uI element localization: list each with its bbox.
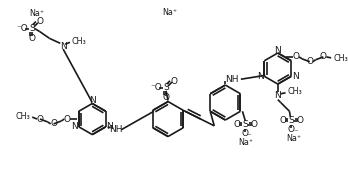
Text: S: S [243,120,248,129]
Text: O: O [37,115,44,124]
Text: O: O [171,77,177,86]
Text: N: N [89,96,96,105]
Text: O: O [279,116,286,125]
Text: ⁻: ⁻ [247,132,252,141]
Text: NH: NH [109,125,122,134]
Text: CH₃: CH₃ [72,37,87,46]
Text: S: S [29,24,35,33]
Text: ⁻: ⁻ [293,128,298,137]
Text: N: N [275,45,281,54]
Text: ⁻O: ⁻O [16,24,28,33]
Text: N: N [257,72,264,81]
Text: O: O [29,34,35,43]
Text: O: O [233,120,240,129]
Text: O: O [293,52,300,61]
Text: O: O [251,120,258,129]
Text: O: O [296,116,304,125]
Text: O: O [163,93,169,102]
Text: CH₃: CH₃ [333,54,348,63]
Text: S: S [288,116,294,125]
Text: CH₃: CH₃ [287,87,302,96]
Text: O: O [36,17,43,26]
Text: N: N [275,91,281,100]
Text: O: O [288,125,295,134]
Text: N: N [72,122,78,131]
Text: N: N [106,122,113,131]
Text: N: N [60,42,66,51]
Text: S: S [163,83,169,92]
Text: O: O [320,52,327,61]
Text: ⁻O: ⁻O [151,83,162,92]
Text: NH: NH [226,75,239,84]
Text: O: O [306,57,313,66]
Text: Na⁺: Na⁺ [163,8,177,17]
Text: O: O [242,129,249,138]
Text: Na⁺: Na⁺ [286,134,301,143]
Text: O: O [64,115,71,124]
Text: CH₃: CH₃ [16,112,30,121]
Text: N: N [292,72,299,81]
Text: O: O [50,119,57,128]
Text: Na⁺: Na⁺ [29,9,45,18]
Text: Na⁺: Na⁺ [238,138,253,147]
